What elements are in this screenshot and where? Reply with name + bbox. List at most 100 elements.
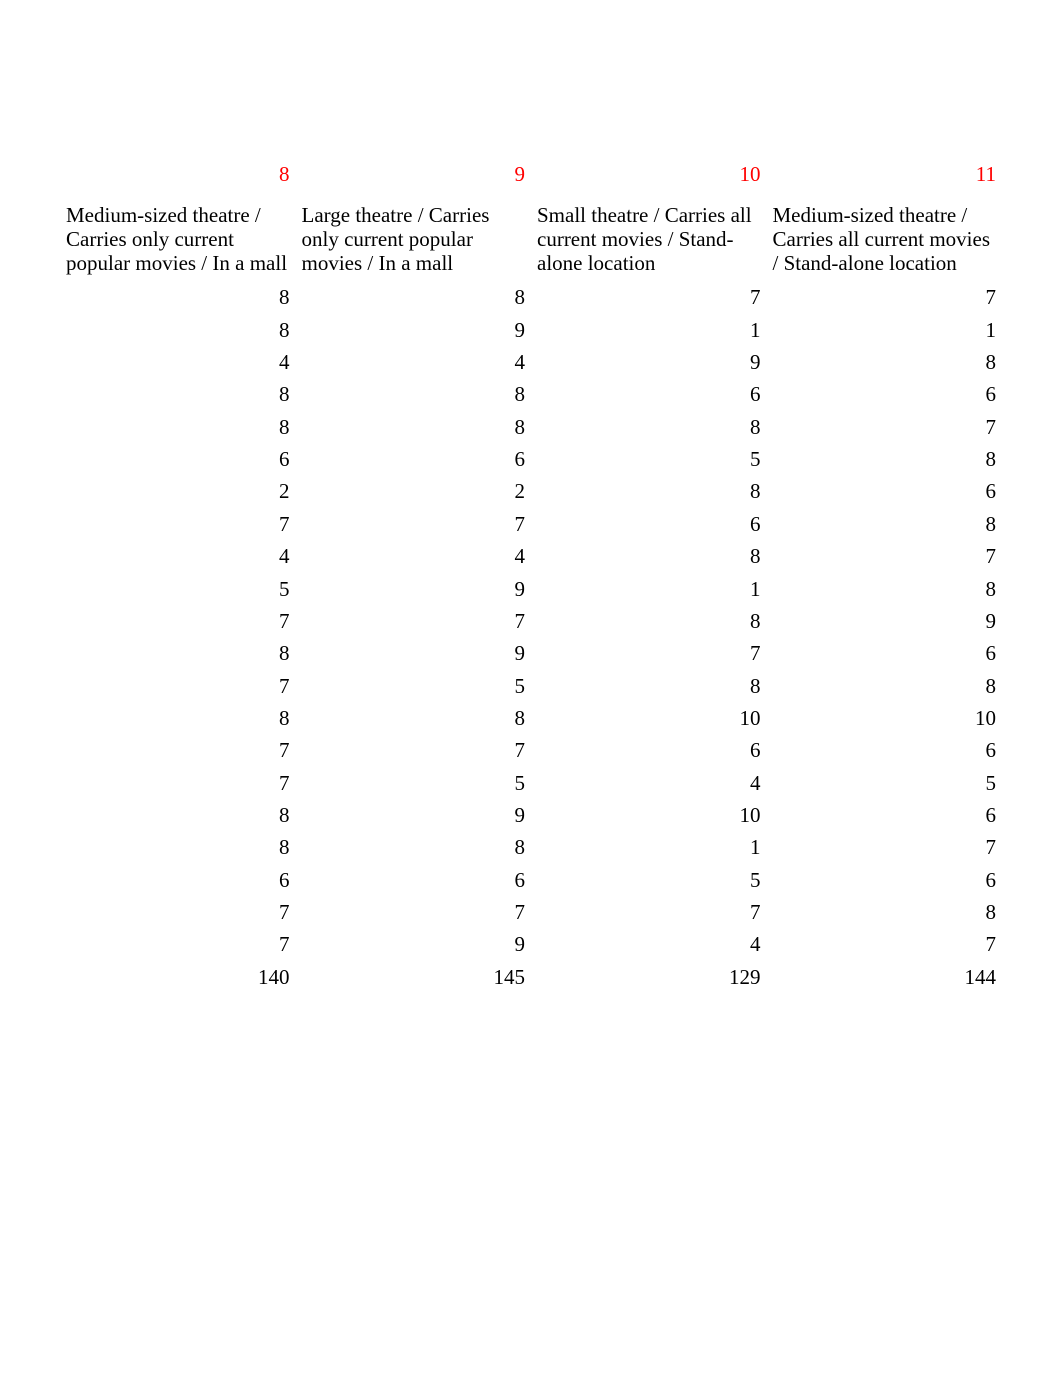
table-cell: 10 bbox=[767, 702, 1003, 734]
table-cell: 1 bbox=[767, 314, 1003, 346]
table-red-header-row: 8 9 10 11 bbox=[60, 160, 1002, 197]
table-row: 8866 bbox=[60, 378, 1002, 410]
table-cell: 7 bbox=[767, 928, 1003, 960]
table-cell: 6 bbox=[531, 508, 767, 540]
table-cell: 6 bbox=[531, 734, 767, 766]
table-cell: 6 bbox=[767, 799, 1003, 831]
table-row: 7545 bbox=[60, 767, 1002, 799]
table-cell: 8 bbox=[60, 281, 296, 313]
table-cell: 6 bbox=[296, 864, 532, 896]
theatre-table: 8 9 10 11 Medium-sized theatre / Carries… bbox=[60, 160, 1002, 993]
table-cell: 9 bbox=[531, 346, 767, 378]
column-header: Medium-sized theatre / Carries only curr… bbox=[60, 197, 296, 281]
table-row: 8911 bbox=[60, 314, 1002, 346]
column-header: Medium-sized theatre / Carries all curre… bbox=[767, 197, 1003, 281]
table-cell: 8 bbox=[60, 378, 296, 410]
table-cell: 7 bbox=[767, 540, 1003, 572]
table-row: 8976 bbox=[60, 637, 1002, 669]
column-header: Large theatre / Carries only current pop… bbox=[296, 197, 532, 281]
table-cell: 8 bbox=[767, 670, 1003, 702]
table-label-header-row: Medium-sized theatre / Carries only curr… bbox=[60, 197, 1002, 281]
table-cell: 7 bbox=[767, 281, 1003, 313]
table-cell: 6 bbox=[60, 864, 296, 896]
table-row: 8817 bbox=[60, 831, 1002, 863]
table-cell: 9 bbox=[296, 573, 532, 605]
red-header-cell: 8 bbox=[60, 160, 296, 197]
table-cell: 2 bbox=[296, 475, 532, 507]
table-cell: 8 bbox=[531, 475, 767, 507]
table-cell: 7 bbox=[60, 767, 296, 799]
table-cell: 4 bbox=[531, 767, 767, 799]
red-header-cell: 10 bbox=[531, 160, 767, 197]
table-cell: 8 bbox=[296, 281, 532, 313]
table-cell: 8 bbox=[60, 637, 296, 669]
table-cell: 4 bbox=[531, 928, 767, 960]
table-cell: 9 bbox=[296, 637, 532, 669]
table-cell: 1 bbox=[531, 573, 767, 605]
table-cell: 4 bbox=[296, 540, 532, 572]
table-cell: 5 bbox=[767, 767, 1003, 799]
table-cell: 8 bbox=[531, 411, 767, 443]
table-row: 2286 bbox=[60, 475, 1002, 507]
table-row: 7588 bbox=[60, 670, 1002, 702]
table-cell: 6 bbox=[767, 475, 1003, 507]
table-cell: 1 bbox=[531, 314, 767, 346]
table-cell: 7 bbox=[296, 605, 532, 637]
table-cell: 6 bbox=[60, 443, 296, 475]
table-cell: 8 bbox=[767, 896, 1003, 928]
table-cell: 8 bbox=[296, 702, 532, 734]
table-cell: 10 bbox=[531, 799, 767, 831]
table-cell: 7 bbox=[60, 896, 296, 928]
table-cell: 6 bbox=[767, 637, 1003, 669]
table-cell: 9 bbox=[296, 928, 532, 960]
table-cell: 8 bbox=[531, 605, 767, 637]
table-row: 7768 bbox=[60, 508, 1002, 540]
table-cell: 8 bbox=[60, 799, 296, 831]
table-cell: 8 bbox=[767, 346, 1003, 378]
table-body: 8877891144988866888766582286776844875918… bbox=[60, 281, 1002, 993]
table-cell: 8 bbox=[531, 670, 767, 702]
table-cell: 6 bbox=[296, 443, 532, 475]
table-cell: 8 bbox=[60, 314, 296, 346]
table-cell: 7 bbox=[531, 281, 767, 313]
table-row: 7789 bbox=[60, 605, 1002, 637]
table-row: 5918 bbox=[60, 573, 1002, 605]
table-cell: 5 bbox=[296, 670, 532, 702]
table-row: 881010 bbox=[60, 702, 1002, 734]
table-cell: 7 bbox=[60, 605, 296, 637]
table-row: 140145129144 bbox=[60, 961, 1002, 993]
table-cell: 6 bbox=[767, 734, 1003, 766]
table-cell: 9 bbox=[296, 799, 532, 831]
table-cell: 2 bbox=[60, 475, 296, 507]
table-cell: 7 bbox=[531, 637, 767, 669]
table-cell: 7 bbox=[767, 831, 1003, 863]
column-header: Small theatre / Carries all current movi… bbox=[531, 197, 767, 281]
red-header-cell: 9 bbox=[296, 160, 532, 197]
table-cell: 10 bbox=[531, 702, 767, 734]
table-cell: 8 bbox=[296, 411, 532, 443]
table-cell: 7 bbox=[60, 734, 296, 766]
table-cell: 7 bbox=[767, 411, 1003, 443]
table-cell: 8 bbox=[767, 508, 1003, 540]
table-row: 7947 bbox=[60, 928, 1002, 960]
table-cell: 5 bbox=[531, 443, 767, 475]
table-cell: 4 bbox=[60, 540, 296, 572]
table-cell: 4 bbox=[296, 346, 532, 378]
table-cell: 8 bbox=[767, 573, 1003, 605]
table-row: 4487 bbox=[60, 540, 1002, 572]
table-cell: 144 bbox=[767, 961, 1003, 993]
table-cell: 7 bbox=[60, 928, 296, 960]
table-cell: 7 bbox=[296, 508, 532, 540]
table-cell: 8 bbox=[60, 831, 296, 863]
table-cell: 7 bbox=[60, 508, 296, 540]
table-cell: 1 bbox=[531, 831, 767, 863]
table-cell: 8 bbox=[60, 702, 296, 734]
table-row: 7778 bbox=[60, 896, 1002, 928]
table-row: 6656 bbox=[60, 864, 1002, 896]
table-cell: 7 bbox=[60, 670, 296, 702]
table-cell: 7 bbox=[531, 896, 767, 928]
table-cell: 8 bbox=[296, 831, 532, 863]
table-cell: 6 bbox=[767, 378, 1003, 410]
table-row: 8887 bbox=[60, 411, 1002, 443]
table-cell: 7 bbox=[296, 734, 532, 766]
